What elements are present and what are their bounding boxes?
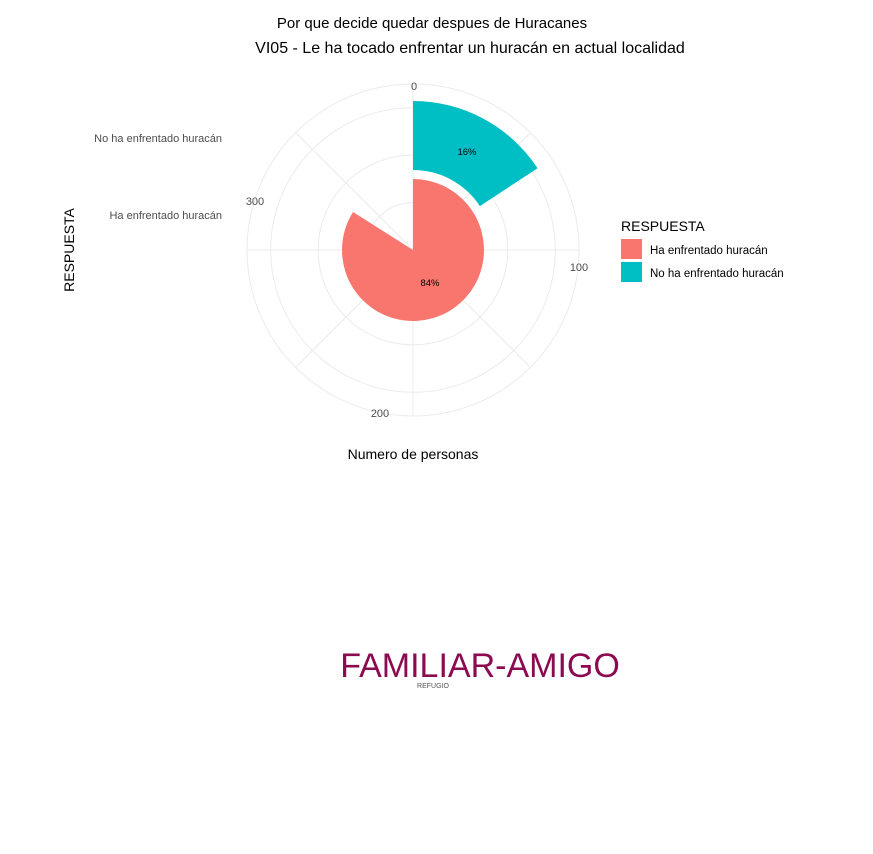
bar-no-ha-enfrentado: [413, 101, 538, 207]
legend-swatch: [621, 239, 642, 259]
wordcloud-word: REFUGIO: [417, 683, 449, 690]
grid-spoke: [295, 132, 414, 251]
legend: RESPUESTA Ha enfrentado huracán No ha en…: [621, 218, 784, 282]
category-label: No ha enfrentado huracán: [94, 133, 222, 145]
legend-label: Ha enfrentado huracán: [650, 245, 768, 257]
wordcloud-word: FAMILIAR-AMIGO: [340, 647, 620, 685]
radial-tick-label: 100: [570, 262, 588, 274]
category-label: Ha enfrentado huracán: [109, 210, 222, 222]
bar-percent-label: 84%: [420, 278, 440, 289]
chart-subtitle: Por que decide quedar despues de Huracan…: [277, 15, 587, 32]
legend-title: RESPUESTA: [621, 218, 705, 234]
legend-swatch: [621, 262, 642, 282]
chart-title: VI05 - Le ha tocado enfrentar un huracán…: [255, 40, 685, 57]
bars-group: [341, 101, 538, 321]
radial-tick-label: 200: [371, 408, 389, 420]
bar-percent-label: 16%: [457, 147, 477, 158]
y-axis-title: Numero de personas: [348, 446, 479, 462]
radial-tick-label: 300: [246, 196, 264, 208]
bar-ha-enfrentado: [341, 179, 484, 321]
legend-label: No ha enfrentado huracán: [650, 268, 784, 280]
radial-tick-label: 0: [411, 81, 417, 93]
x-axis-title: RESPUESTA: [61, 207, 77, 291]
